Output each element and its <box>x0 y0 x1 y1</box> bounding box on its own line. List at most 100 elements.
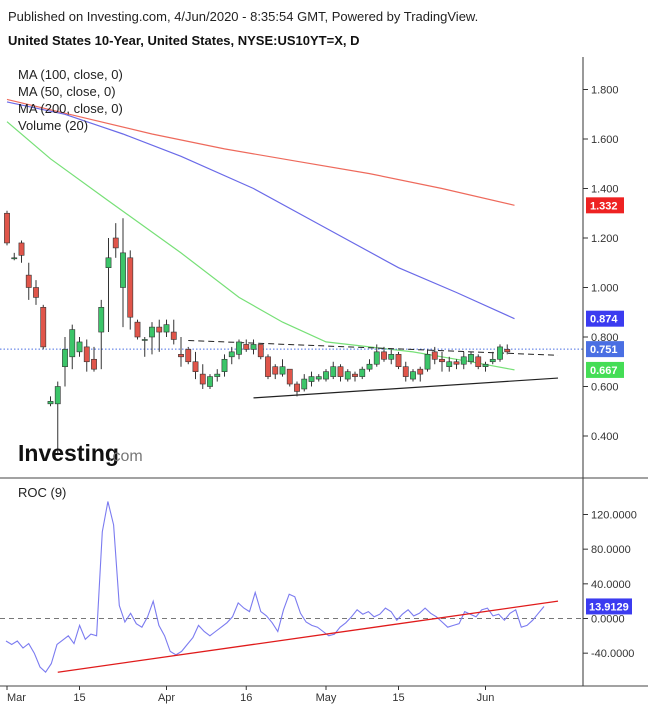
candle-body <box>424 354 431 370</box>
candle-body <box>344 371 351 380</box>
price-badge-bg <box>586 341 624 358</box>
candle-body <box>446 361 453 367</box>
candle-body <box>91 358 97 370</box>
candle <box>439 351 445 372</box>
resistance-trendline <box>188 339 559 356</box>
price-badges: 1.332 0.874 0.751 0.667 <box>586 197 624 378</box>
time-tick-label: 15 <box>392 692 404 704</box>
candle <box>366 359 373 372</box>
ma100-line <box>6 101 515 320</box>
candle-body <box>199 373 206 385</box>
candle-body <box>475 356 482 367</box>
candle <box>185 346 192 365</box>
candle <box>265 354 271 380</box>
candle <box>76 337 83 357</box>
investing-logo: Investing .com <box>18 440 143 466</box>
candle-body <box>439 358 445 363</box>
candle <box>178 337 184 367</box>
candle-body <box>294 383 300 392</box>
candle-body <box>402 366 409 377</box>
candle <box>294 381 300 397</box>
candle-body <box>112 237 119 249</box>
candle <box>352 371 358 382</box>
price-tick-label: 1.000 <box>591 283 619 295</box>
candle <box>192 351 199 380</box>
candle <box>417 366 424 382</box>
candle <box>243 339 250 352</box>
candle <box>410 369 416 382</box>
candle <box>112 223 119 258</box>
price-tick-label: 1.600 <box>591 134 619 146</box>
candle-body <box>185 349 192 363</box>
candle-body <box>76 341 83 353</box>
candle <box>388 349 395 365</box>
roc-tick-label: 0.0000 <box>591 614 625 626</box>
candle <box>69 324 76 370</box>
time-tick-label: Mar <box>7 692 26 704</box>
candle-body <box>504 349 511 353</box>
candle-body <box>243 344 250 350</box>
candle-body <box>286 368 293 385</box>
price-badge: 0.667 <box>586 361 624 378</box>
candle <box>54 381 61 454</box>
candle <box>504 344 511 355</box>
candle <box>272 364 279 380</box>
price-badge-label: 0.751 <box>590 344 618 356</box>
candle <box>199 364 206 389</box>
candle-body <box>54 386 61 405</box>
pattern-trendlines <box>0 339 583 399</box>
candle <box>337 364 344 382</box>
candle-body <box>40 306 47 348</box>
candle <box>18 240 25 263</box>
candle-body <box>127 257 134 318</box>
moving-average-lines <box>6 98 515 371</box>
candle-body <box>33 287 39 298</box>
roc-trendline <box>57 600 559 673</box>
time-tick-label: Apr <box>158 692 175 704</box>
candle-body <box>18 242 25 256</box>
candle-body <box>178 354 184 358</box>
candle <box>330 361 337 380</box>
candle <box>446 356 453 372</box>
candle-body <box>11 257 18 260</box>
candle <box>134 319 141 340</box>
price-badge-label: 1.332 <box>590 200 618 212</box>
candle <box>170 319 177 345</box>
candle-body <box>468 354 474 363</box>
roc-pane: ROC (9) -40.0000 0.0000 40.0000 80.0000 120.… <box>0 485 637 674</box>
candle-body <box>221 358 228 372</box>
candle <box>424 349 431 372</box>
roc-legend: ROC (9) <box>18 485 66 500</box>
price-tick-label: 1.800 <box>591 85 619 97</box>
candle <box>25 262 32 300</box>
candle <box>301 374 308 392</box>
candle-body <box>323 371 329 380</box>
candle <box>344 369 351 382</box>
price-badge: 0.874 <box>586 310 624 327</box>
candle <box>395 351 402 370</box>
candle <box>308 371 315 387</box>
candle <box>497 344 503 362</box>
candle-body <box>141 339 148 341</box>
candle <box>373 344 380 367</box>
roc-axis-ticks: -40.0000 0.0000 40.0000 80.0000 120.0000 <box>583 509 637 660</box>
candle-body <box>395 354 402 368</box>
legend-ma200: MA (200, close, 0) <box>18 101 123 116</box>
time-tick-label: May <box>316 692 337 704</box>
candle <box>47 396 54 407</box>
candle <box>475 354 482 370</box>
candle-body <box>337 366 344 377</box>
candle <box>91 346 97 372</box>
candle <box>214 369 221 382</box>
ma200-line <box>6 98 515 206</box>
candle-body <box>207 376 213 387</box>
candle <box>250 339 257 355</box>
legend-volume: Volume (20) <box>18 118 88 133</box>
candle <box>11 252 18 261</box>
candle <box>402 361 409 382</box>
candle-body <box>47 401 54 405</box>
candle <box>489 351 496 365</box>
candle <box>98 299 105 370</box>
candle-body <box>105 257 112 268</box>
